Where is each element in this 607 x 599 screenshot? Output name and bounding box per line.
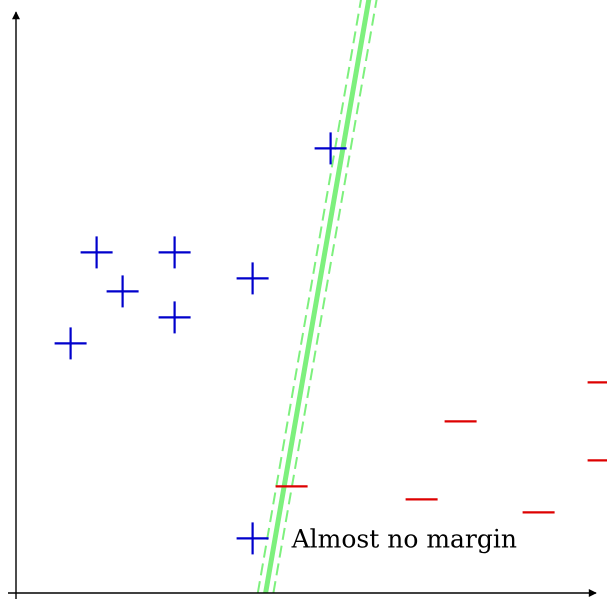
positive-point [236, 522, 269, 555]
boundary-layer [256, 0, 378, 594]
positive-point [158, 236, 191, 269]
positive-point [158, 301, 191, 334]
margin-annotation: Almost no margin [291, 524, 517, 553]
positive-point [54, 327, 87, 360]
data-points [54, 132, 607, 555]
decision-boundary [263, 0, 372, 594]
margin-line-2 [272, 0, 378, 594]
positive-point [106, 275, 139, 308]
axes [8, 11, 597, 599]
positive-point [236, 262, 269, 295]
margin-line-1 [256, 0, 362, 594]
positive-point [80, 236, 113, 269]
positive-point [314, 132, 347, 165]
